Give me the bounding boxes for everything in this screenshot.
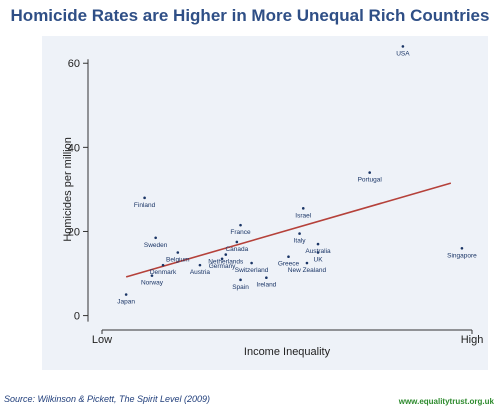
x-tick-label: Low <box>92 334 112 346</box>
point-label: Singapore <box>447 252 477 259</box>
point-label: Finland <box>134 202 156 209</box>
data-point <box>305 261 309 265</box>
x-axis-title: Income Inequality <box>244 346 331 358</box>
data-point <box>154 236 157 240</box>
source-note: Source: Wilkinson & Pickett, The Spirit … <box>4 394 211 404</box>
point-label: Canada <box>225 246 248 253</box>
data-point <box>460 246 464 250</box>
plot-frame <box>42 36 488 370</box>
data-point <box>176 251 180 254</box>
trend-line <box>125 182 452 278</box>
data-point <box>239 278 242 282</box>
website-link[interactable]: www.equalitytrust.org.uk <box>398 397 494 406</box>
x-tick-label: High <box>461 334 484 346</box>
point-label: Belgium <box>166 257 189 264</box>
data-point <box>143 196 146 200</box>
data-point <box>316 251 320 254</box>
data-point <box>124 293 128 296</box>
point-label: UK <box>314 257 324 264</box>
data-point <box>150 274 154 277</box>
point-label: Spain <box>232 284 249 291</box>
data-point <box>265 276 268 280</box>
point-label: Portugal <box>358 177 383 184</box>
data-point <box>316 242 320 246</box>
y-axis-title: Homicides per million <box>62 137 74 242</box>
point-label: France <box>230 229 251 236</box>
point-label: Israel <box>295 212 311 219</box>
data-point <box>368 171 371 174</box>
data-point <box>220 257 224 261</box>
point-label: USA <box>396 50 410 57</box>
point-label: Japan <box>117 299 135 306</box>
data-point <box>301 207 305 210</box>
data-point <box>298 232 301 235</box>
point-label: Sweden <box>144 242 168 249</box>
data-point <box>224 253 228 256</box>
y-tick-label: 40 <box>68 142 80 154</box>
y-tick-label: 0 <box>74 311 80 323</box>
point-label: Denmark <box>150 269 177 276</box>
y-tick-label: 60 <box>68 58 80 70</box>
point-label: Netherlands <box>208 259 244 266</box>
data-point <box>235 240 239 244</box>
point-label: Italy <box>294 238 307 245</box>
point-label: Greece <box>278 261 300 268</box>
point-label: Austria <box>190 269 211 276</box>
y-tick-label: 20 <box>68 226 80 238</box>
data-point <box>161 263 165 267</box>
point-label: Ireland <box>256 282 276 289</box>
point-label: Norway <box>141 280 164 287</box>
point-label: New Zealand <box>288 267 327 274</box>
point-label: Switzerland <box>235 267 269 274</box>
data-point <box>401 45 405 48</box>
chart-title: Homicide Rates are Higher in More Unequa… <box>10 6 490 25</box>
data-point <box>198 263 202 267</box>
data-point <box>239 223 242 227</box>
data-point <box>287 255 290 259</box>
data-point <box>250 261 253 265</box>
point-label: Germany <box>209 263 236 270</box>
